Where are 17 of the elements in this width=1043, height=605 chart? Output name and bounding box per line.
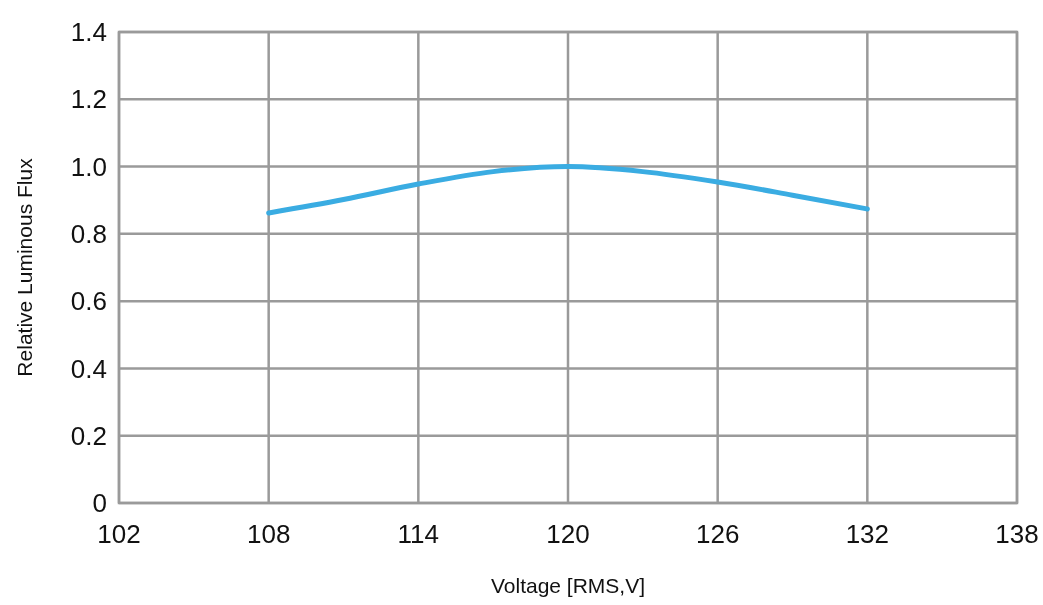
- y-tick-label: 1.0: [70, 151, 107, 182]
- y-tick-label: 0.2: [70, 420, 107, 451]
- x-tick-label: 120: [546, 519, 590, 549]
- y-axis-title: Relative Luminous Flux: [13, 157, 36, 377]
- y-tick-label: 1.4: [70, 17, 107, 48]
- y-tick-label: 0: [92, 488, 107, 519]
- y-tick-label: 0.8: [70, 218, 107, 249]
- x-tick-label: 102: [97, 519, 141, 549]
- x-tick-label: 126: [695, 519, 740, 549]
- y-tick-label: 1.2: [70, 84, 107, 115]
- y-tick-label: 0.4: [70, 353, 107, 384]
- x-tick-label: 108: [246, 519, 291, 549]
- x-tick-label: 132: [845, 519, 890, 549]
- x-tick-label: 138: [995, 519, 1039, 549]
- y-tick-label: 0.6: [70, 286, 107, 317]
- x-tick-label: 114: [397, 519, 440, 549]
- x-axis-title: Voltage [RMS,V]: [490, 574, 646, 597]
